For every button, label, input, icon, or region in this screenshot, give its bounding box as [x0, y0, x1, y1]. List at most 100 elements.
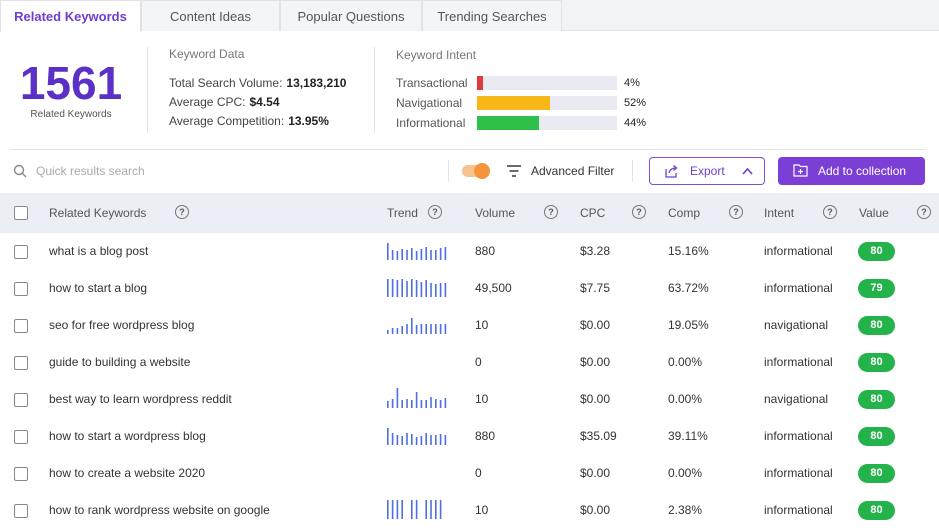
- value-badge: 80: [858, 464, 895, 483]
- trend-bar: [425, 247, 427, 260]
- trend-bar: [445, 398, 447, 408]
- tab-popular-questions[interactable]: Popular Questions: [280, 0, 422, 31]
- intent-cell: informational: [764, 244, 833, 258]
- help-icon[interactable]: ?: [175, 205, 189, 219]
- help-icon[interactable]: ?: [823, 205, 837, 219]
- export-button[interactable]: Export: [649, 157, 765, 185]
- add-to-collection-button[interactable]: Add to collection: [778, 157, 925, 185]
- advanced-filter-toggle[interactable]: [462, 165, 488, 177]
- help-icon[interactable]: ?: [428, 205, 442, 219]
- trend-bar: [411, 318, 413, 334]
- trend-bar: [430, 500, 432, 519]
- row-checkbox[interactable]: [14, 393, 28, 407]
- intent-transactional-bar: [477, 76, 617, 90]
- tab-content-ideas[interactable]: Content Ideas: [141, 0, 280, 31]
- table-row[interactable]: what is a blog post 880 $3.28 15.16% inf…: [0, 233, 939, 270]
- table-row[interactable]: how to create a website 2020 0 $0.00 0.0…: [0, 455, 939, 492]
- keyword-cell[interactable]: what is a blog post: [49, 244, 148, 258]
- value-badge: 80: [858, 390, 895, 409]
- help-icon[interactable]: ?: [544, 205, 558, 219]
- trend-bar: [425, 400, 427, 408]
- intent-cell: navigational: [764, 318, 828, 332]
- help-icon[interactable]: ?: [632, 205, 646, 219]
- select-all-checkbox[interactable]: [14, 206, 28, 220]
- divider: [147, 47, 148, 133]
- trend-bar: [435, 500, 437, 519]
- trend-bar: [401, 249, 403, 260]
- trend-sparkline: [386, 350, 450, 372]
- row-checkbox[interactable]: [14, 282, 28, 296]
- advanced-filter-button[interactable]: Advanced Filter: [531, 164, 614, 178]
- table-row[interactable]: how to rank wordpress website on google …: [0, 492, 939, 529]
- row-checkbox[interactable]: [14, 467, 28, 481]
- table-row[interactable]: seo for free wordpress blog 10 $0.00 19.…: [0, 307, 939, 344]
- row-checkbox[interactable]: [14, 504, 28, 518]
- keyword-data-title: Keyword Data: [169, 47, 244, 61]
- intent-navigational-label: Navigational: [396, 96, 462, 110]
- tab-trending-searches[interactable]: Trending Searches: [422, 0, 562, 31]
- table-row[interactable]: how to start a blog 49,500 $7.75 63.72% …: [0, 270, 939, 307]
- column-trend[interactable]: Trend: [387, 206, 418, 220]
- intent-cell: navigational: [764, 392, 828, 406]
- trend-bar: [440, 324, 442, 334]
- trend-bar: [411, 500, 413, 519]
- trend-sparkline: [386, 276, 450, 298]
- intent-navigational-fill: [477, 96, 550, 110]
- trend-bar: [406, 324, 408, 334]
- trend-bar: [411, 248, 413, 260]
- column-value[interactable]: Value: [859, 206, 889, 220]
- comp-cell: 0.00%: [668, 355, 702, 369]
- trend-bar: [392, 433, 394, 445]
- quick-results-search-input[interactable]: [36, 160, 416, 182]
- trend-bar: [421, 282, 423, 297]
- cpc-cell: $0.00: [580, 503, 610, 517]
- cpc-cell: $0.00: [580, 318, 610, 332]
- cpc-cell: $7.75: [580, 281, 610, 295]
- table-row[interactable]: guide to building a website 0 $0.00 0.00…: [0, 344, 939, 381]
- trend-bar: [411, 400, 413, 408]
- cpc-cell: $35.09: [580, 429, 617, 443]
- help-icon[interactable]: ?: [729, 205, 743, 219]
- trend-bar: [387, 330, 389, 334]
- row-checkbox[interactable]: [14, 245, 28, 259]
- trend-bar: [430, 397, 432, 408]
- keyword-cell[interactable]: seo for free wordpress blog: [49, 318, 194, 332]
- average-cpc-label: Average CPC:: [169, 95, 245, 109]
- volume-cell: 880: [475, 244, 495, 258]
- trend-bar: [397, 500, 399, 519]
- trend-bar: [435, 324, 437, 334]
- keyword-cell[interactable]: how to start a blog: [49, 281, 147, 295]
- trend-bar: [387, 401, 389, 408]
- row-checkbox[interactable]: [14, 430, 28, 444]
- trend-bar: [421, 436, 423, 445]
- intent-transactional-label: Transactional: [396, 76, 468, 90]
- trend-bar: [406, 281, 408, 297]
- table-row[interactable]: how to start a wordpress blog 880 $35.09…: [0, 418, 939, 455]
- trend-bar: [416, 251, 418, 260]
- row-checkbox[interactable]: [14, 356, 28, 370]
- intent-informational-fill: [477, 116, 539, 130]
- cpc-cell: $0.00: [580, 355, 610, 369]
- trend-bar: [435, 399, 437, 408]
- row-checkbox[interactable]: [14, 319, 28, 333]
- filter-icon[interactable]: [507, 165, 521, 177]
- table-header: Related Keywords ? Trend ? Volume ? CPC …: [0, 193, 939, 233]
- tab-related-keywords[interactable]: Related Keywords: [0, 0, 141, 32]
- trend-bar: [416, 280, 418, 297]
- keyword-cell[interactable]: best way to learn wordpress reddit: [49, 392, 232, 406]
- keyword-cell[interactable]: how to rank wordpress website on google: [49, 503, 270, 517]
- trend-bar: [421, 249, 423, 260]
- column-related-keywords[interactable]: Related Keywords: [49, 206, 146, 220]
- trend-bar: [416, 325, 418, 334]
- keyword-cell[interactable]: how to create a website 2020: [49, 466, 205, 480]
- table-row[interactable]: best way to learn wordpress reddit 10 $0…: [0, 381, 939, 418]
- column-intent[interactable]: Intent: [764, 206, 794, 220]
- help-icon[interactable]: ?: [917, 205, 931, 219]
- column-cpc[interactable]: CPC: [580, 206, 605, 220]
- column-volume[interactable]: Volume: [475, 206, 515, 220]
- trend-bar: [416, 437, 418, 445]
- column-comp[interactable]: Comp: [668, 206, 700, 220]
- keyword-cell[interactable]: guide to building a website: [49, 355, 190, 369]
- keyword-cell[interactable]: how to start a wordpress blog: [49, 429, 206, 443]
- trend-bar: [425, 324, 427, 334]
